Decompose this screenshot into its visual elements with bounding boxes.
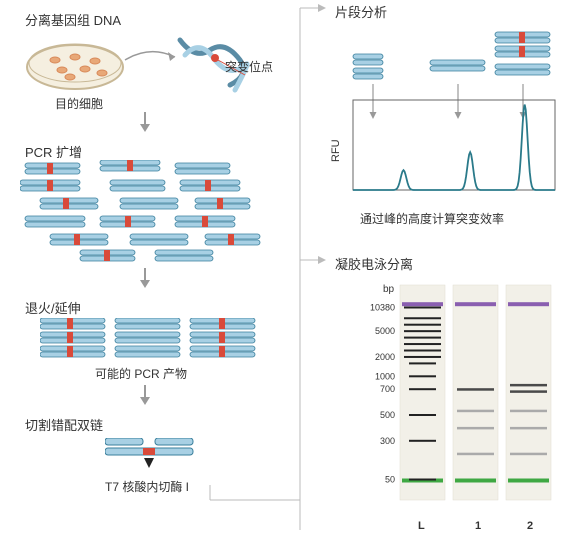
svg-text:500: 500: [380, 410, 395, 420]
rfu-chart: [335, 95, 560, 205]
lane-2: 2: [527, 520, 533, 532]
lane-1: 1: [475, 520, 481, 532]
lane-L: L: [418, 520, 425, 532]
svg-text:700: 700: [380, 384, 395, 394]
svg-text:5000: 5000: [375, 326, 395, 336]
svg-text:300: 300: [380, 436, 395, 446]
rfu-ylabel: RFU: [330, 139, 342, 162]
svg-text:2000: 2000: [375, 352, 395, 362]
fragment-analysis-title: 片段分析: [335, 2, 387, 21]
svg-text:1000: 1000: [375, 371, 395, 381]
gel-image: 10380 5000 2000 1000 700 500 300 50: [345, 280, 560, 515]
chart-caption: 通过峰的高度计算突变效率: [360, 210, 504, 227]
gel-title: 凝胶电泳分离: [335, 254, 413, 273]
svg-text:10380: 10380: [370, 303, 395, 313]
svg-text:50: 50: [385, 475, 395, 485]
